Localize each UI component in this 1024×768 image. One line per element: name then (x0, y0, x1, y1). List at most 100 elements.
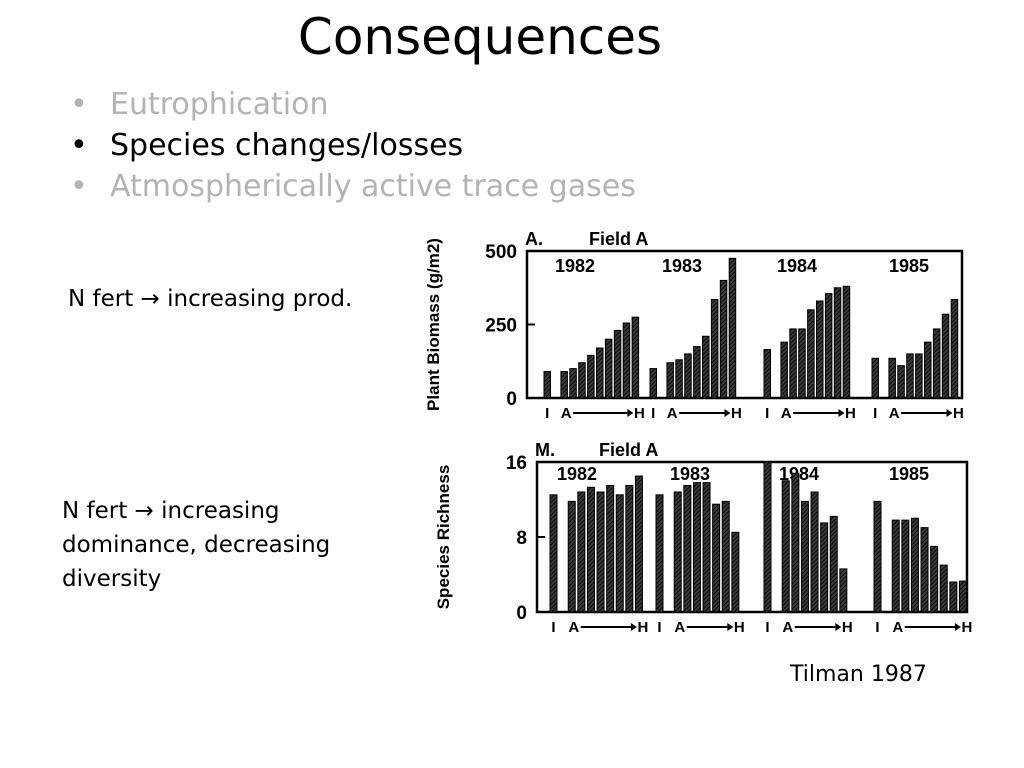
bar (829, 515, 838, 613)
x-arrow-head (835, 623, 842, 631)
richness-note: N fert → increasing dominance, decreasin… (62, 494, 330, 596)
bar (604, 338, 613, 399)
year-label: 1984 (777, 256, 817, 276)
bar (781, 480, 790, 613)
x-tick-label: A (568, 619, 579, 636)
bar (702, 482, 711, 613)
citation: Tilman 1987 (790, 662, 927, 687)
x-tick-label: I (765, 619, 769, 636)
bullet-text: Eutrophication (110, 87, 329, 122)
bar (888, 357, 896, 399)
year-label: 1985 (889, 464, 929, 484)
bullet-dot: • (70, 87, 88, 122)
bar (932, 328, 941, 399)
x-tick-label: I (651, 405, 655, 422)
bar (816, 300, 824, 399)
bar (634, 475, 643, 613)
bar (625, 484, 634, 613)
x-tick-label: A (889, 405, 900, 422)
x-tick-label: A (561, 405, 572, 422)
x-tick-label: I (551, 619, 555, 636)
bar (824, 293, 833, 399)
bar (930, 545, 939, 613)
bar (780, 341, 788, 399)
x-arrow-head (627, 409, 634, 417)
bar (949, 581, 958, 613)
x-tick-label: H (638, 619, 649, 636)
year-label: 1985 (889, 256, 929, 276)
richness-note-line: dominance, decreasing (62, 532, 331, 558)
y-tick-label: 250 (485, 316, 517, 337)
bar (763, 461, 772, 613)
bar (683, 484, 692, 613)
bar (833, 287, 842, 399)
bar (712, 503, 721, 613)
bar (549, 494, 558, 613)
x-tick-label: H (731, 405, 742, 422)
bar (791, 472, 800, 613)
x-tick-label: I (545, 405, 549, 422)
bar (897, 365, 905, 399)
bar (622, 322, 631, 399)
bar (719, 279, 728, 399)
bar (577, 491, 586, 613)
bar (655, 494, 664, 613)
x-tick-label: H (845, 405, 856, 422)
bar (693, 346, 701, 399)
bar (950, 299, 959, 399)
x-tick-label: H (734, 619, 745, 636)
bar (839, 568, 848, 613)
biomass-panel: A. Field A 0 250 500 Plant Biomass (g/m2) 1982… (424, 229, 964, 422)
x-tick-label: A (781, 405, 792, 422)
y-tick-label: 0 (506, 389, 517, 410)
bar (731, 531, 740, 613)
x-tick-label: I (765, 405, 769, 422)
bar (920, 527, 929, 613)
bullet-item-trace-gases: • Atmospherically active trace gases (70, 166, 636, 207)
bar (613, 329, 622, 399)
richness-note-line: N fert → increasing (62, 498, 280, 524)
bar (871, 357, 879, 399)
bar (587, 354, 595, 399)
bullet-dot: • (70, 128, 88, 163)
bar (763, 348, 771, 399)
bar (721, 500, 730, 613)
panel-label: A. (525, 229, 543, 249)
x-arrow-head (954, 623, 961, 631)
richness-note-line: diversity (62, 566, 162, 592)
bar (567, 500, 576, 613)
bar (543, 371, 551, 399)
x-tick-label: A (674, 619, 685, 636)
bar (702, 335, 710, 399)
tilman-figure: A. Field A 0 250 500 Plant Biomass (g/m2) 1982… (424, 229, 972, 636)
bar (666, 362, 674, 399)
x-tick-label: A (667, 405, 678, 422)
x-arrow-head (946, 409, 953, 417)
bar (924, 341, 932, 399)
bar (915, 353, 923, 399)
year-label: 1983 (670, 464, 710, 484)
y-axis-label: Plant Biomass (g/m2) (424, 238, 443, 411)
bar (560, 371, 568, 399)
bar (631, 316, 640, 399)
biomass-note: N fert → increasing prod. (68, 286, 353, 312)
x-tick-label: H (962, 619, 973, 636)
x-tick-label: A (892, 619, 903, 636)
bar (901, 519, 910, 613)
x-tick-label: H (634, 405, 645, 422)
bullet-item-eutrophication: • Eutrophication (70, 84, 636, 125)
bar (842, 285, 851, 399)
bar (906, 353, 914, 399)
bar (939, 564, 948, 613)
year-label: 1983 (662, 256, 702, 276)
year-label: 1982 (555, 256, 595, 276)
bar (958, 580, 967, 613)
y-axis-label: Species Richness (434, 465, 453, 610)
y-tick-label: 0 (516, 603, 527, 624)
bar (807, 309, 815, 399)
bar (675, 359, 683, 399)
bar (800, 500, 809, 613)
bar (789, 328, 797, 399)
y-tick-label: 16 (506, 453, 527, 474)
